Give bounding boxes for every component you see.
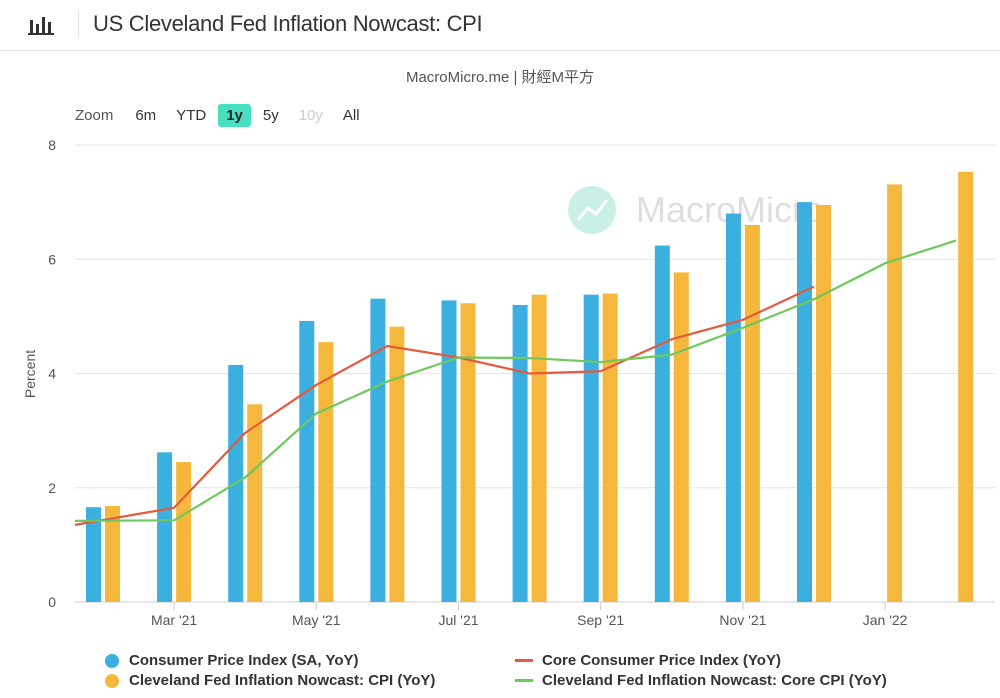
- bar-cpi: [512, 304, 528, 602]
- y-tick-label: 6: [48, 251, 56, 267]
- legend-swatch-nowcast-cpi: [105, 673, 119, 688]
- bar-cpi: [299, 320, 315, 602]
- x-tick-label: Jan '22: [863, 612, 908, 628]
- x-tick-label: Mar '21: [151, 612, 197, 628]
- zoom-button-ytd[interactable]: YTD: [176, 107, 207, 124]
- bar-cpi: [725, 213, 741, 603]
- zoom-button-6m[interactable]: 6m: [135, 107, 157, 124]
- legend-label-core-cpi: Core Consumer Price Index (YoY): [542, 652, 781, 669]
- chart-header: US Cleveland Fed Inflation Nowcast: CPI: [0, 0, 1000, 51]
- legend-item-cpi[interactable]: Consumer Price Index (SA, YoY): [105, 652, 359, 669]
- x-tick-label: May '21: [292, 612, 341, 628]
- bar-nowcast-cpi: [602, 293, 618, 602]
- bar-nowcast-cpi: [318, 342, 334, 602]
- bar-cpi: [654, 245, 670, 603]
- bar-nowcast-cpi: [105, 506, 120, 602]
- bar-cpi: [583, 294, 599, 602]
- bar-nowcast-cpi: [887, 184, 903, 602]
- zoom-button-1y[interactable]: 1y: [218, 104, 251, 127]
- bar-nowcast-cpi: [958, 171, 974, 602]
- line-nowcast-core-cpi: [74, 239, 957, 522]
- bar-cpi: [370, 298, 386, 602]
- y-axis-label: Percent: [22, 350, 38, 398]
- bar-nowcast-cpi: [460, 303, 476, 602]
- zoom-selector: Zoom 6m YTD 1y 5y 10y All: [75, 104, 372, 127]
- bar-nowcast-cpi: [176, 462, 192, 602]
- legend-item-nowcast-core-cpi[interactable]: Cleveland Fed Inflation Nowcast: Core CP…: [515, 672, 887, 689]
- y-tick-label: 8: [48, 137, 56, 153]
- bar-chart-icon: [28, 17, 54, 35]
- bar-cpi: [797, 202, 812, 602]
- x-tick-label: Nov '21: [719, 612, 766, 628]
- zoom-button-10y: 10y: [298, 107, 323, 124]
- zoom-button-all[interactable]: All: [342, 107, 360, 124]
- legend-swatch-cpi: [105, 653, 119, 668]
- y-tick-label: 4: [48, 366, 56, 382]
- legend-label-nowcast-core-cpi: Cleveland Fed Inflation Nowcast: Core CP…: [542, 672, 887, 689]
- bar-cpi: [86, 507, 101, 602]
- page-title: US Cleveland Fed Inflation Nowcast: CPI: [93, 11, 483, 36]
- bar-cpi: [441, 300, 457, 602]
- y-tick-label: 0: [48, 594, 56, 610]
- x-tick-label: Jul '21: [438, 612, 478, 628]
- bar-cpi: [157, 452, 173, 602]
- watermark: MacroMicro: [568, 186, 824, 234]
- bar-nowcast-cpi: [744, 224, 760, 602]
- legend-label-cpi: Consumer Price Index (SA, YoY): [129, 652, 359, 669]
- legend-label-nowcast-cpi: Cleveland Fed Inflation Nowcast: CPI (Yo…: [129, 672, 436, 689]
- bar-nowcast-cpi: [389, 326, 405, 602]
- bar-nowcast-cpi: [531, 294, 547, 602]
- bar-nowcast-cpi: [816, 204, 831, 602]
- zoom-label: Zoom: [75, 107, 114, 124]
- chart-source: MacroMicro.me | 財經M平方: [405, 69, 595, 86]
- header-divider: [78, 11, 79, 37]
- x-tick-label: Sep '21: [577, 612, 624, 628]
- zoom-button-5y[interactable]: 5y: [262, 107, 279, 124]
- legend-swatch-nowcast-core-cpi: [515, 679, 533, 682]
- legend-item-nowcast-cpi[interactable]: Cleveland Fed Inflation Nowcast: CPI (Yo…: [105, 672, 435, 689]
- legend-item-core-cpi[interactable]: Core Consumer Price Index (YoY): [515, 652, 781, 669]
- y-tick-label: 2: [48, 480, 56, 496]
- bar-nowcast-cpi: [247, 404, 263, 602]
- legend-swatch-core-cpi: [515, 659, 533, 662]
- chart-plot: 0 2 4 6 8 MacroMicro Percent Mar '21 May '21 Jul …: [22, 137, 995, 628]
- bar-nowcast-cpi: [673, 272, 689, 602]
